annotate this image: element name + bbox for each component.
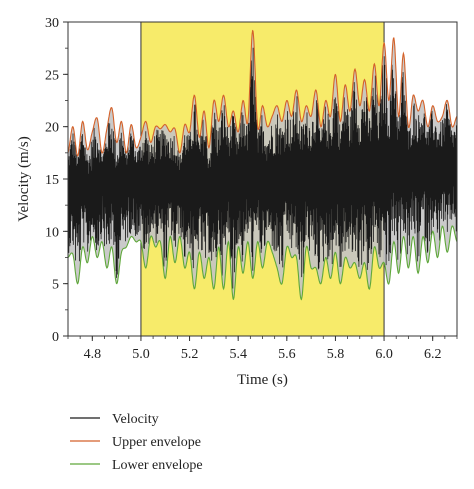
- legend: Velocity Upper envelope Lower envelope: [70, 412, 203, 473]
- y-tick-label: 0: [52, 330, 59, 345]
- legend-label-upper-envelope: Upper envelope: [112, 435, 201, 450]
- y-tick-label: 15: [45, 173, 59, 188]
- series-layer: [67, 29, 458, 301]
- series-velocity: [67, 47, 458, 289]
- y-tick-label: 30: [45, 16, 59, 31]
- x-tick-label: 4.8: [84, 347, 102, 362]
- x-tick-label: 5.8: [327, 347, 345, 362]
- y-axis: 0 5 10 15 20 25 30: [45, 16, 68, 345]
- x-tick-label: 6.2: [424, 347, 442, 362]
- x-tick-label: 6.0: [375, 347, 393, 362]
- x-tick-label: 5.0: [132, 347, 150, 362]
- legend-label-lower-envelope: Lower envelope: [112, 458, 203, 473]
- x-tick-label: 5.4: [229, 347, 247, 362]
- x-tick-label: 5.6: [278, 347, 296, 362]
- y-tick-label: 10: [45, 225, 59, 240]
- series-lower-envelope: [67, 225, 458, 301]
- legend-label-velocity: Velocity: [112, 412, 159, 427]
- y-axis-label: Velocity (m/s): [16, 136, 32, 221]
- x-axis-label: Time (s): [237, 372, 288, 388]
- x-axis: 4.8 5.0 5.2 5.4 5.6 5.8 6.0 6.2: [67, 336, 458, 362]
- y-tick-label: 20: [45, 121, 59, 136]
- y-tick-label: 25: [45, 68, 59, 83]
- y-tick-label: 5: [52, 278, 59, 293]
- series-upper-envelope: [67, 29, 458, 157]
- x-tick-label: 5.2: [181, 347, 199, 362]
